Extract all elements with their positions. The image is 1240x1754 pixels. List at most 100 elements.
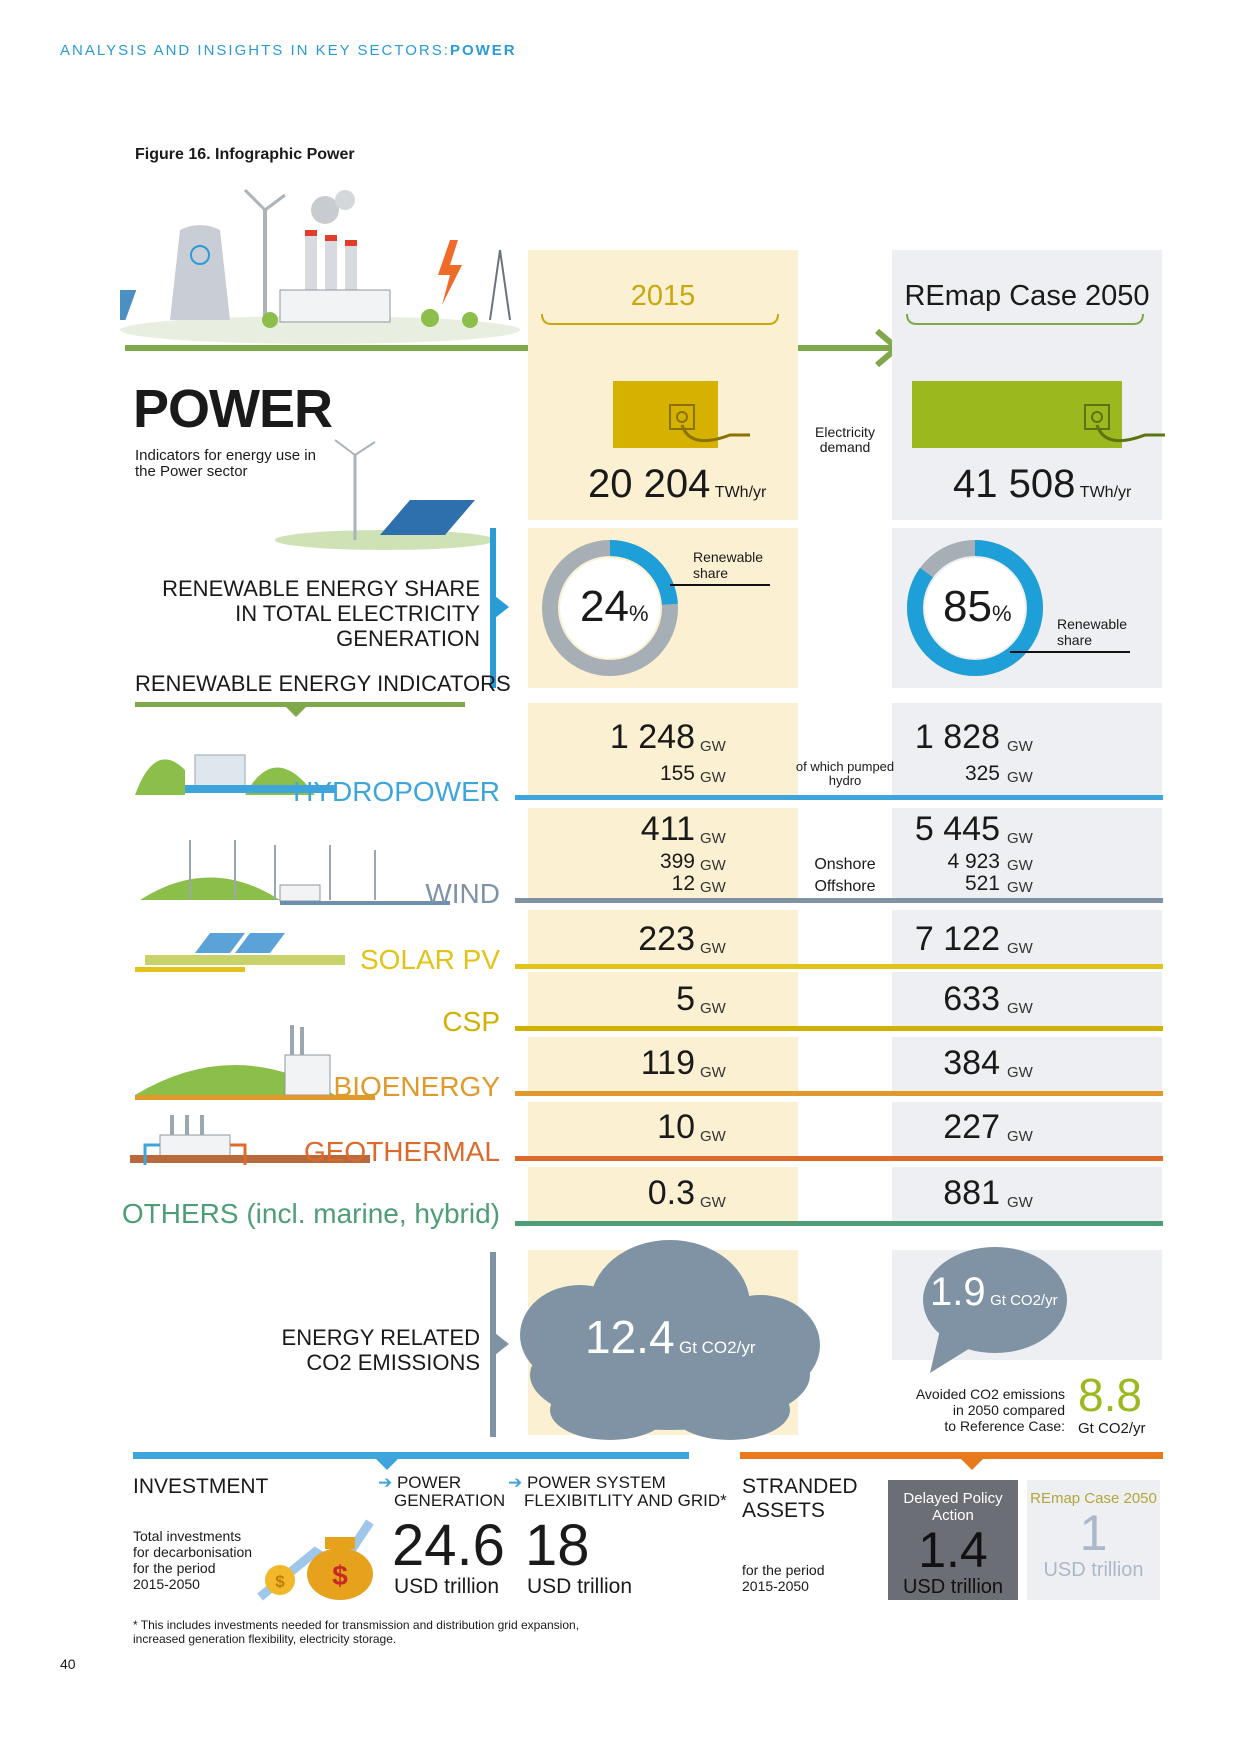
pumped-2050-unit: GW: [1007, 769, 1033, 786]
share-2015-pointer: [670, 584, 770, 586]
others-2050-bg: [892, 1167, 1162, 1222]
geothermal-label: GEOTHERMAL: [303, 1136, 500, 1167]
share-2050-pct: %: [991, 601, 1012, 626]
geo-line: [515, 1156, 1163, 1161]
header-prefix: ANALYSIS AND INSIGHTS IN KEY SECTORS:: [60, 42, 450, 59]
arrow-right-icon: ➔: [508, 1473, 527, 1492]
csp-line: [515, 1026, 1163, 1031]
renewable-share-title: RENEWABLE ENERGY SHARE IN TOTAL ELECTRIC…: [140, 576, 480, 651]
figure-title: Figure 16. Infographic Power: [135, 146, 355, 163]
wind-2050-value: 5 445: [914, 810, 1000, 848]
share-2015-pct: %: [628, 601, 649, 626]
pumped-2015-unit: GW: [700, 769, 726, 786]
bracket-2050: [906, 313, 1144, 325]
generation-heading-1-text: POWER: [396, 1473, 462, 1492]
others-2015-value: 0.3: [647, 1174, 695, 1212]
delayed-unit: USD trillion: [902, 1576, 1004, 1598]
money-bag-icon: $ $: [257, 1519, 374, 1601]
avoided-line-3: to Reference Case:: [944, 1418, 1065, 1434]
emissions-arrow-icon: [495, 1333, 509, 1355]
page-header: ANALYSIS AND INSIGHTS IN KEY SECTORS:POW…: [60, 42, 517, 59]
hydropower-icon: [135, 754, 335, 795]
solar-2050-unit: GW: [1007, 940, 1033, 957]
others-2015-unit: GW: [700, 1194, 726, 1211]
onshore-2015-unit: GW: [700, 857, 726, 874]
page-number: 40: [60, 1656, 76, 1672]
emissions-2050-unit: Gt CO2/yr: [990, 1292, 1058, 1309]
onshore-2050-unit: GW: [1007, 857, 1033, 874]
generation-unit: USD trillion: [394, 1575, 500, 1598]
emissions-title-2: CO2 EMISSIONS: [306, 1350, 480, 1375]
remap-stranded-value: 1: [1079, 1505, 1108, 1561]
emissions-2015: 12.4 Gt CO2/yr: [585, 1310, 756, 1364]
hydro-2050-unit: GW: [1007, 738, 1033, 755]
wind-label: WIND: [425, 878, 500, 909]
generation-heading-2: GENERATION: [394, 1491, 506, 1510]
wind-2050-bg: [892, 808, 1162, 900]
others-2050-value: 881: [943, 1174, 1000, 1212]
electricity-2015-value: 20 204: [588, 462, 711, 506]
indicators-title-bar: [135, 702, 465, 707]
geo-2050-unit: GW: [1007, 1128, 1033, 1145]
stranded-caret-icon: [960, 1458, 984, 1470]
svg-text:$: $: [275, 1572, 285, 1591]
wind-2015-unit: GW: [700, 830, 726, 847]
investment-desc-4: 2015-2050: [133, 1576, 200, 1592]
electricity-2050-unit: TWh/yr: [1079, 484, 1132, 501]
stranded-period-1: for the period: [742, 1562, 825, 1578]
bio-line: [515, 1091, 1163, 1096]
wind-solar-illustration: [275, 439, 495, 550]
geo-2050-value: 227: [943, 1108, 1000, 1146]
solar-line: [515, 964, 1163, 969]
bioenergy-icon: [135, 1025, 375, 1100]
wind-line: [515, 898, 1163, 903]
emissions-2015-value: 12.4: [585, 1311, 675, 1363]
geo-2015-value: 10: [657, 1108, 695, 1146]
investment-bar: [133, 1452, 689, 1459]
solar-2050-value: 7 122: [914, 920, 1000, 958]
bio-2050-value: 384: [943, 1044, 1000, 1082]
grid-unit: USD trillion: [527, 1575, 633, 1598]
geo-2050-bg: [892, 1102, 1162, 1157]
svg-text:$: $: [332, 1560, 348, 1591]
hydro-2015-unit: GW: [700, 738, 726, 755]
delayed-policy-box: Delayed Policy Action 1.4 USD trillion: [888, 1480, 1018, 1600]
avoided-emissions-text: Avoided CO2 emissions in 2050 compared t…: [870, 1386, 1065, 1434]
generation-heading-1: ➔ POWER: [378, 1474, 505, 1492]
emissions-2050-bubble: [923, 1247, 1067, 1373]
bioenergy-label: BIOENERGY: [333, 1071, 500, 1102]
header-sector: POWER: [449, 42, 517, 59]
bracket-2015: [541, 313, 779, 325]
csp-label: CSP: [442, 1006, 500, 1037]
share-2050-value: 85: [943, 582, 992, 631]
avoided-unit: Gt CO2/yr: [1078, 1420, 1146, 1437]
column-2050-title: REmap Case 2050: [904, 280, 1150, 312]
generation-value: 24.6: [392, 1513, 505, 1578]
bio-2015-value: 119: [640, 1044, 695, 1082]
solar-2015-unit: GW: [700, 940, 726, 957]
renewable-share-title-1: RENEWABLE ENERGY SHARE: [162, 576, 480, 601]
solar-pv-label: SOLAR PV: [359, 944, 500, 975]
share-donut-2015: [542, 540, 678, 676]
bio-2015-bg: [528, 1037, 798, 1092]
emissions-2015-cloud: [520, 1240, 820, 1440]
share-2050-pointer: [1010, 651, 1130, 653]
delayed-value: 1.4: [918, 1522, 988, 1578]
solar-2050-bg: [892, 910, 1162, 964]
plug-icon-2050: [1084, 404, 1165, 443]
others-line: [515, 1221, 1163, 1226]
plug-2015-block: [613, 381, 718, 448]
avoided-line-1: Avoided CO2 emissions: [915, 1386, 1065, 1402]
emissions-2015-unit: Gt CO2/yr: [678, 1338, 756, 1357]
stranded-bar: [740, 1452, 1163, 1459]
offshore-2050-value: 521: [964, 872, 1000, 895]
solar-2015-bg: [528, 910, 798, 964]
emissions-title-1: ENERGY RELATED: [281, 1325, 480, 1350]
stranded-title: STRANDED ASSETS: [742, 1475, 858, 1523]
footnote-1: * This includes investments needed for t…: [133, 1618, 580, 1632]
hydro-2015-value: 1 248: [609, 718, 695, 756]
electricity-2015: 20 204 TWh/yr: [588, 462, 766, 507]
bio-2015-unit: GW: [700, 1064, 726, 1081]
share-donut-2050: [907, 540, 1043, 676]
emissions-title: ENERGY RELATED CO2 EMISSIONS: [200, 1325, 480, 1375]
